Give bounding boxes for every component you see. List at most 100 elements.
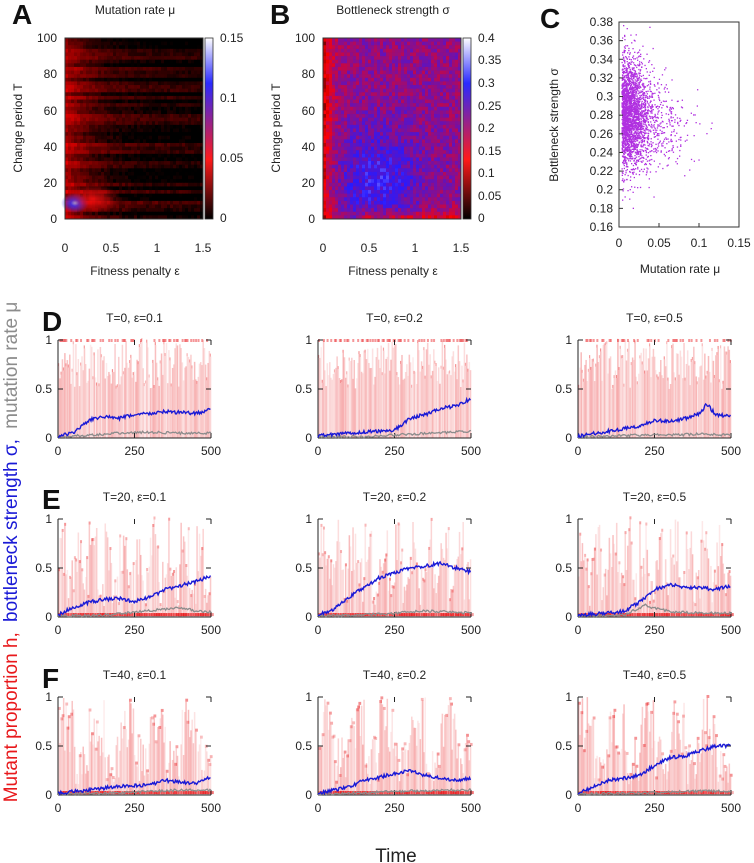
heatmap-a-cell [71,88,75,93]
heatmap-a-cell [119,63,123,68]
heatmap-b-cell [332,45,336,50]
heatmap-a-cell [194,41,198,46]
heatmap-a-cell [101,70,105,75]
heatmap-a-cell [146,114,150,119]
heatmap-a-cell [182,157,186,162]
heatmap-b-cell [371,38,375,43]
heatmap-b-cell [413,63,417,68]
heatmap-b-cell [347,106,351,111]
heatmap-b-cell [398,92,402,97]
scatter-c-point [623,81,626,83]
heatmap-b-cell [431,106,435,111]
heatmap-b-cell [332,150,336,155]
heatmap-b-cell [446,153,450,158]
heatmap-a-cell [131,74,135,79]
heatmap-a-cell [179,81,183,86]
heatmap-a-cell [167,146,171,151]
heatmap-b-cell [386,171,390,177]
heatmap-b-cell [341,99,345,104]
heatmap-a-cell [200,121,204,126]
heatmap-a-cell [197,38,201,43]
heatmap-b-cell [362,168,366,173]
heatmap-b-cell [410,200,414,206]
heatmap-a-cell [176,48,180,53]
heatmap-a-cell [80,179,84,184]
heatmap-a-cell [116,175,120,180]
heatmap-a-cell [161,74,165,79]
heatmap-a-cell [137,95,141,101]
heatmap-b-cell [416,179,420,184]
heatmap-b-cell [332,66,336,72]
heatmap-b-cell [401,45,405,50]
heatmap-a-cell [188,179,192,184]
heatmap-a-cell [107,128,111,133]
heatmap-a-cell [179,190,183,195]
heatmap-b-cell [326,164,330,169]
heatmap-a-cell [122,52,126,57]
heatmap-a-cell [191,81,195,86]
heatmap-a-cell [80,74,84,79]
colorbar-a-tick: 0.15 [220,31,244,45]
heatmap-a-cell [74,106,78,111]
heatmap-a-cell [146,128,150,133]
heatmap-a-cell [119,171,123,177]
heatmap-b-cell [404,179,408,184]
heatmap-b-cell [428,121,432,126]
heatmap-b-cell [416,204,420,209]
heatmap-b-cell [362,142,366,148]
heatmap-a-cell [188,132,192,137]
heatmap-b-cell [392,186,396,191]
heatmap-b-cell [386,56,390,61]
heatmap-b-cell [392,200,396,206]
heatmap-b-cell [419,182,423,187]
heatmap-b-cell [332,139,336,144]
heatmap-a-cell [191,88,195,93]
heatmap-b-cell [359,38,363,43]
heatmap-a-cell [167,92,171,97]
heatmap-b-cell [386,150,390,155]
heatmap-a-cell [116,124,120,129]
scatter-c-point [624,34,626,37]
heatmap-b-cell [395,85,399,90]
heatmap-b-cell [389,128,393,133]
heatmap-b-cell [365,52,369,57]
scatter-c-point [681,99,683,101]
heatmap-b-cell [368,103,372,108]
heatmap-b-cell [443,52,447,57]
heatmap-b-cell [398,171,402,177]
heatmap-a-cell [80,161,84,166]
heatmap-a-cell [131,77,135,82]
heatmap-a-cell [71,74,75,79]
heatmap-b-cell [329,135,333,140]
heatmap-a-cell [200,135,204,140]
scatter-c-point [626,95,628,97]
heatmap-a-cell [173,193,177,198]
heatmap-b-cell [377,52,381,57]
heatmap-b-cell [395,200,399,206]
heatmap-a-cell [155,171,159,177]
heatmap-a-cell [74,70,78,75]
heatmap-a-cell [173,52,177,57]
heatmap-a-cell [191,52,195,57]
heatmap-b-cell [335,139,339,144]
heatmap-b-cell [425,197,429,202]
heatmap-a-cell [167,48,171,53]
heatmap-b-cell [440,52,444,57]
heatmap-a-cell [104,117,108,122]
heatmap-a-cell [134,135,138,140]
heatmap-b-cell [398,186,402,191]
heatmap-b-cell [440,168,444,173]
heatmap-a-cell [149,38,153,43]
heatmap-a-cell [197,153,201,158]
heatmap-a-cell [122,124,126,129]
heatmap-a-cell [110,146,114,151]
heatmap-a-cell [188,59,192,64]
heatmap-b-cell [437,215,441,220]
heatmap-b-cell [443,168,447,173]
heatmap-a-cell [89,157,93,162]
heatmap-b-cell [428,171,432,177]
heatmap-a-cell [128,88,132,93]
heatmap-a-cell [107,41,111,46]
heatmap-b-cell [452,56,456,61]
heatmap-b-cell [392,182,396,187]
